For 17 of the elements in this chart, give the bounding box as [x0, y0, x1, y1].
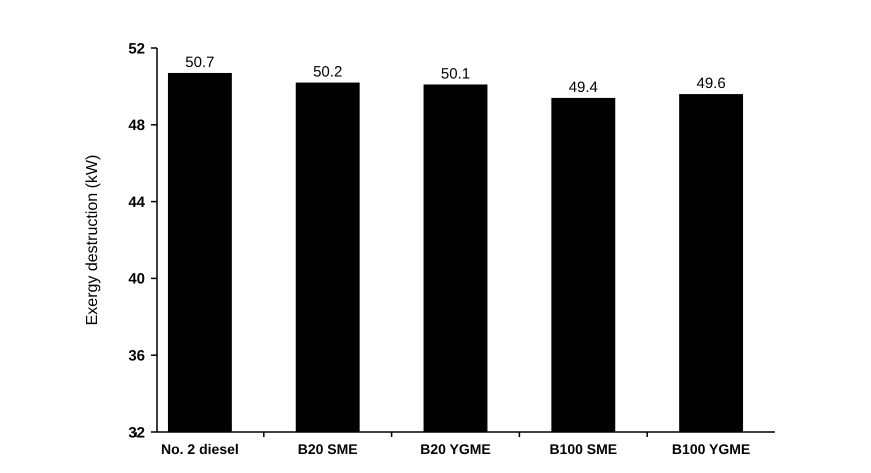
y-tick-label: 40: [128, 270, 145, 288]
y-tick-label: 32: [128, 424, 145, 442]
y-axis-title: Exergy destruction (kW): [84, 154, 101, 326]
data-label: 50.1: [440, 65, 470, 82]
x-tick-label: B20 YGME: [420, 441, 491, 457]
x-tick-label: B100 SME: [549, 441, 618, 457]
y-tick-label: 48: [128, 117, 145, 134]
data-label: 50.2: [313, 64, 342, 81]
y-tick-label: 52: [128, 40, 145, 58]
x-tick-label: No. 2 diesel: [160, 441, 239, 457]
y-tick-label: 36: [128, 347, 145, 364]
y-tick-label: 44: [128, 194, 146, 211]
data-label: 50.7: [185, 54, 214, 71]
x-tick-label: B100 YGME: [672, 441, 750, 457]
data-label: 49.4: [568, 78, 598, 96]
data-label: 49.6: [696, 75, 726, 92]
x-tick-label: B20 SME: [298, 441, 358, 457]
